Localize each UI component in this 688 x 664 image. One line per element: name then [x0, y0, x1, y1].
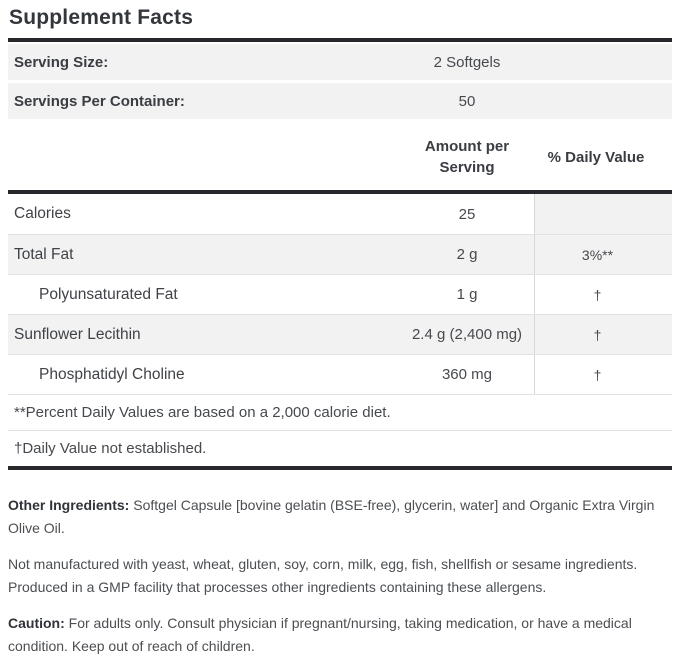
page-title: Supplement Facts [9, 6, 194, 29]
nutrient-amount: 360 mg [441, 366, 493, 383]
divider-bottom [8, 466, 672, 470]
column-header-amount-line1: Amount per [424, 138, 510, 155]
nutrient-amount: 1 g [456, 286, 478, 303]
nutrient-row: Sunflower Lecithin 2.4 g (2,400 mg) † [8, 314, 672, 354]
info-paragraphs-section: Other Ingredients: Softgel Capsule [bovi… [8, 494, 672, 658]
info-paragraph-text: Not manufactured with yeast, wheat, glut… [8, 556, 638, 595]
info-paragraph: Not manufactured with yeast, wheat, glut… [8, 553, 670, 599]
nutrient-daily-value [534, 194, 672, 234]
nutrient-row: Total Fat 2 g 3%** [8, 234, 672, 274]
nutrient-daily-value: † [534, 355, 672, 394]
column-header-daily-value: % Daily Value [547, 148, 645, 166]
info-paragraph: Caution: For adults only. Consult physic… [8, 612, 670, 658]
info-paragraph: Other Ingredients: Softgel Capsule [bovi… [8, 494, 670, 540]
nutrient-row: Polyunsaturated Fat 1 g † [8, 274, 672, 314]
serving-info-label: Serving Size: [14, 53, 109, 71]
nutrient-daily-value: † [534, 275, 672, 314]
nutrient-name: Sunflower Lecithin [14, 325, 141, 343]
nutrient-name: Phosphatidyl Choline [39, 365, 185, 383]
divider-top [8, 38, 672, 42]
nutrient-amount: 25 [458, 205, 476, 223]
info-paragraph-label: Caution: [8, 615, 65, 631]
serving-info-row: Servings Per Container: 50 [8, 83, 672, 119]
nutrient-name: Polyunsaturated Fat [39, 285, 178, 303]
nutrient-daily-value: † [534, 315, 672, 354]
nutrient-name: Calories [14, 205, 71, 222]
column-header-amount: Amount per Serving [400, 136, 534, 178]
serving-info-label: Servings Per Container: [14, 92, 185, 110]
nutrient-row: Phosphatidyl Choline 360 mg † [8, 354, 672, 394]
divider-header [8, 190, 672, 194]
info-paragraph-text: Softgel Capsule [bovine gelatin (BSE-fre… [8, 497, 655, 536]
nutrient-row: Calories 25 [8, 194, 672, 234]
serving-info-value: 50 [458, 92, 476, 110]
nutrient-amount: 2 g [456, 246, 478, 263]
footnote: **Percent Daily Values are based on a 2,… [8, 394, 672, 430]
serving-info-section: Serving Size: 2 Softgels Servings Per Co… [8, 44, 672, 119]
serving-info-value: 2 Softgels [433, 53, 501, 71]
column-header-amount-line2: Serving [439, 159, 495, 176]
serving-info-row: Serving Size: 2 Softgels [8, 44, 672, 80]
info-paragraph-label: Other Ingredients: [8, 497, 130, 513]
footnotes-section: **Percent Daily Values are based on a 2,… [8, 394, 672, 466]
nutrient-table: Calories 25 Total Fat 2 g 3%** Polyunsat… [8, 194, 672, 394]
info-paragraph-text: For adults only. Consult physician if pr… [8, 615, 632, 654]
nutrient-daily-value: 3%** [534, 235, 672, 274]
column-header-row: Amount per Serving % Daily Value [8, 119, 672, 190]
nutrient-amount: 2.4 g (2,400 mg) [411, 326, 523, 343]
footnote: †Daily Value not established. [8, 430, 672, 466]
nutrient-name: Total Fat [14, 245, 74, 263]
